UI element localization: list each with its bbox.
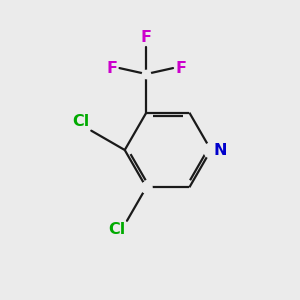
Text: F: F: [176, 61, 186, 76]
Text: Cl: Cl: [108, 222, 125, 237]
Text: Cl: Cl: [73, 114, 90, 129]
Text: F: F: [106, 61, 117, 76]
Text: F: F: [141, 30, 152, 45]
Text: N: N: [213, 142, 227, 158]
